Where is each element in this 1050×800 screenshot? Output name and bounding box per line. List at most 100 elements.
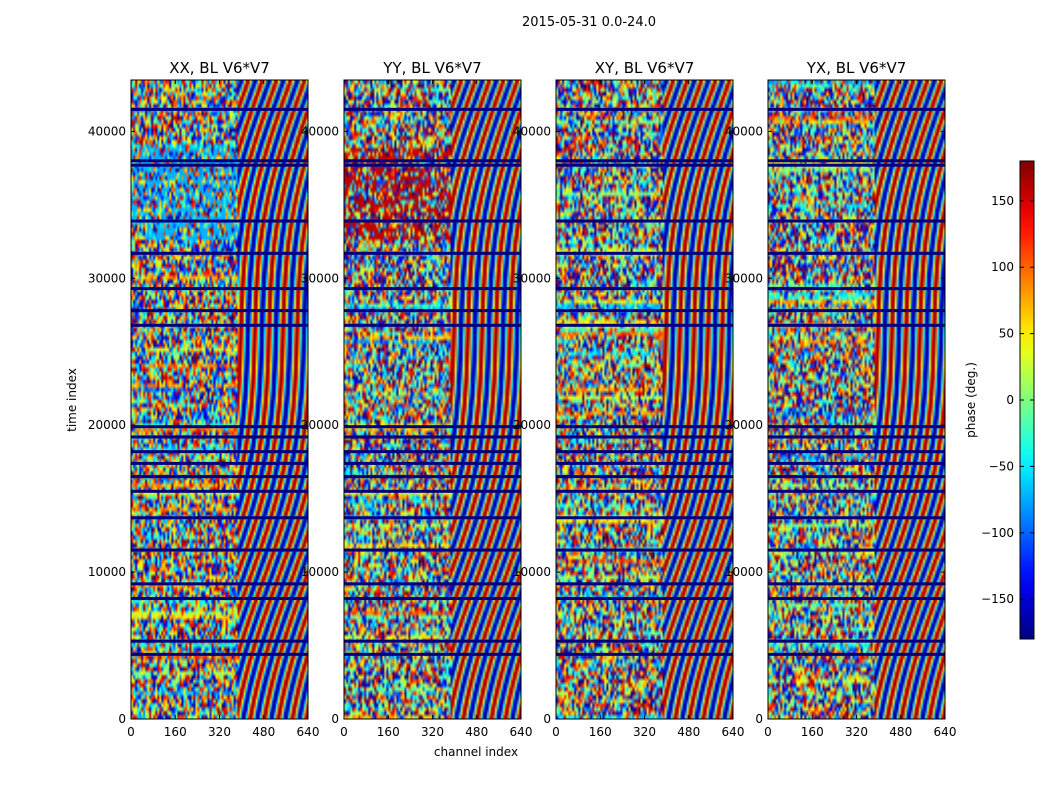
y-tick-label: 30000 [725, 271, 763, 285]
flagged-row [131, 489, 308, 493]
colorbar: 150 100 50 0 −50 −100 −150 [981, 160, 1035, 640]
y-tick-label: 40000 [88, 124, 126, 138]
flagged-row [556, 516, 733, 520]
x-tick-label: 160 [164, 725, 187, 739]
flagged-row [556, 639, 733, 643]
flagged-row [556, 425, 733, 429]
flagged-row [344, 548, 521, 552]
colorbar-tick-label: −50 [989, 459, 1014, 473]
y-tick-label: 20000 [725, 418, 763, 432]
x-tick-label: 320 [208, 725, 231, 739]
flagged-row [131, 450, 308, 454]
y-tick-label: 10000 [301, 565, 339, 579]
flagged-row [556, 287, 733, 291]
y-tick-label: 0 [755, 712, 763, 726]
flagged-row [131, 309, 308, 313]
flagged-row [768, 652, 945, 656]
flagged-row [344, 450, 521, 454]
flagged-row [344, 489, 521, 493]
flagged-row [131, 287, 308, 291]
flagged-row [131, 251, 308, 255]
flagged-row [768, 251, 945, 255]
flagged-row [768, 309, 945, 313]
y-tick-label: 10000 [725, 565, 763, 579]
colorbar-tick-label: −150 [981, 592, 1014, 606]
flagged-row [556, 475, 733, 479]
x-tick-label: 480 [252, 725, 275, 739]
y-tick-label: 40000 [513, 124, 551, 138]
flagged-row [131, 159, 308, 163]
flagged-row [344, 435, 521, 439]
y-axis-label: time index [65, 368, 79, 432]
colorbar-label: phase (deg.) [964, 362, 978, 438]
x-tick-label: 160 [801, 725, 824, 739]
colorbar-tick-label: 50 [999, 327, 1014, 341]
flagged-row [131, 163, 308, 167]
flagged-row [556, 450, 733, 454]
phase-heatmap-image [556, 80, 733, 719]
figure-title: 2015-05-31 0.0-24.0 [522, 15, 656, 30]
flagged-row [556, 435, 733, 439]
flagged-row [768, 425, 945, 429]
flagged-row [344, 107, 521, 111]
x-tick-label: 640 [722, 725, 745, 739]
flagged-row [768, 159, 945, 163]
flagged-row [131, 461, 308, 465]
colorbar-tick-label: 150 [991, 194, 1014, 208]
y-tick-label: 20000 [88, 418, 126, 432]
flagged-row [131, 652, 308, 656]
panels: XX, BL V6*V7 0 160 320 480 640 0 10000 20000 3000… [88, 59, 957, 739]
x-tick-label: 0 [552, 725, 560, 739]
x-tick-label: 160 [377, 725, 400, 739]
flagged-row [768, 107, 945, 111]
flagged-row [768, 287, 945, 291]
flagged-row [768, 450, 945, 454]
x-tick-label: 480 [677, 725, 700, 739]
x-tick-label: 0 [764, 725, 772, 739]
y-tick-label: 30000 [301, 271, 339, 285]
flagged-row [344, 639, 521, 643]
flagged-row [556, 219, 733, 223]
flagged-row [344, 582, 521, 586]
flagged-row [556, 489, 733, 493]
colorbar-tick-label: 0 [1006, 393, 1014, 407]
flagged-row [556, 323, 733, 327]
panel-title: YY, BL V6*V7 [382, 59, 481, 77]
y-tick-label: 40000 [301, 124, 339, 138]
flagged-row [556, 309, 733, 313]
x-tick-label: 480 [465, 725, 488, 739]
panel-2: YY, BL V6*V7 0 160 320 480 640 0 10000 20000 3000… [301, 59, 533, 739]
flagged-row [131, 516, 308, 520]
flagged-row [344, 287, 521, 291]
flagged-row [131, 323, 308, 327]
flagged-row [131, 597, 308, 601]
panel-title: XY, BL V6*V7 [595, 59, 695, 77]
flagged-row [768, 219, 945, 223]
flagged-row [131, 435, 308, 439]
x-tick-label: 640 [297, 725, 320, 739]
y-tick-label: 30000 [513, 271, 551, 285]
flagged-row [344, 652, 521, 656]
flagged-row [768, 516, 945, 520]
flagged-row [768, 435, 945, 439]
flagged-row [768, 597, 945, 601]
panel-4: YX, BL V6*V7 0 160 320 480 640 0 10000 20000 3000… [725, 59, 957, 739]
flagged-row [768, 323, 945, 327]
flagged-row [556, 251, 733, 255]
flagged-row [768, 163, 945, 167]
y-tick-label: 10000 [88, 565, 126, 579]
flagged-row [344, 516, 521, 520]
flagged-row [344, 323, 521, 327]
flagged-row [768, 582, 945, 586]
x-tick-label: 160 [589, 725, 612, 739]
flagged-row [344, 163, 521, 167]
phase-heatmap-image [768, 80, 945, 719]
x-tick-label: 640 [510, 725, 533, 739]
x-tick-label: 320 [421, 725, 444, 739]
phase-heatmap-image [344, 80, 521, 719]
flagged-row [344, 309, 521, 313]
flagged-row [131, 639, 308, 643]
y-tick-label: 10000 [513, 565, 551, 579]
flagged-row [344, 461, 521, 465]
